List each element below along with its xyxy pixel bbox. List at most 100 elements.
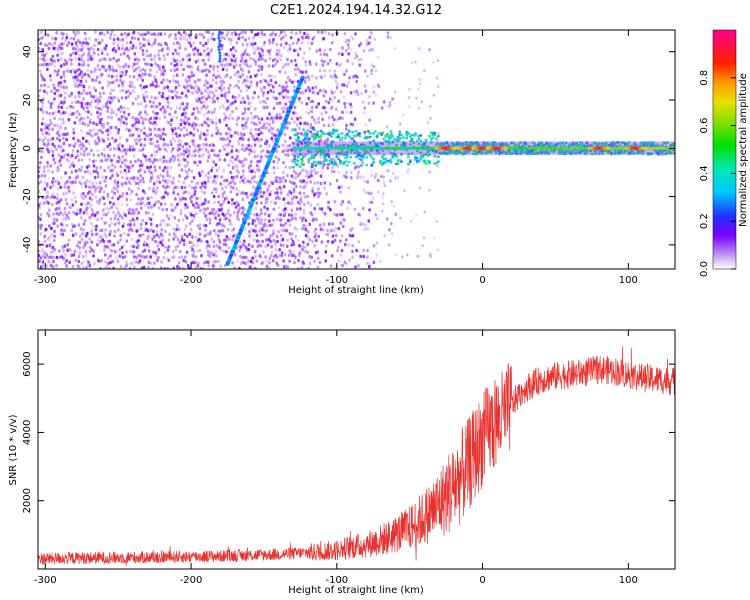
spectrogram-cell (119, 109, 122, 114)
spectrogram-cell (363, 111, 366, 115)
spectrogram-cell (56, 131, 59, 135)
spectrogram-cell (176, 264, 179, 269)
spectrogram-cell (104, 228, 107, 232)
spectrogram-cell (136, 77, 139, 82)
spectrogram-cell (119, 264, 123, 269)
spectrogram-cell (355, 75, 359, 79)
spectrogram-cell (125, 260, 128, 265)
spectrogram-cell (127, 165, 130, 169)
spectrogram-cell (142, 265, 146, 269)
spectrogram-cell (137, 65, 140, 69)
spectrogram-cell (117, 58, 120, 62)
spectrogram-cell (221, 144, 225, 149)
spectrogram-cell (214, 216, 217, 220)
spectrogram-cell (351, 62, 354, 66)
spectrogram-cell (106, 80, 110, 84)
spectrogram-cell (238, 206, 242, 211)
spectrogram-cell (214, 75, 218, 80)
spectrogram-cell (407, 167, 411, 171)
spectrogram-cell (334, 79, 338, 84)
spectrogram-cell (194, 46, 197, 51)
spectrogram-cell (54, 37, 57, 41)
spectrogram-cell (208, 118, 211, 122)
spectrogram-cell (372, 85, 375, 89)
spectrogram-cell (104, 68, 108, 72)
spectrogram-cell (400, 133, 403, 137)
spectrogram-cell (131, 208, 135, 212)
spectrogram-cell (428, 188, 431, 192)
spectrogram-cell (351, 227, 354, 231)
spectrogram-cell (265, 141, 269, 146)
spectrogram-cell (237, 70, 240, 74)
spectrogram-cell (119, 238, 122, 242)
spectrogram-cell (178, 46, 182, 50)
spectrogram-cell (299, 216, 302, 220)
spectrogram-cell (100, 159, 104, 163)
spectrogram-cell (259, 54, 262, 58)
spectrogram-cell (75, 44, 79, 48)
spectrogram-cell (359, 221, 362, 225)
spectrogram-cell (226, 227, 230, 232)
spectrogram-cell (178, 106, 182, 110)
spectrogram-cell (182, 180, 186, 185)
spectrogram-cell (139, 254, 143, 258)
spectrogram-cell (180, 185, 184, 190)
spectrogram-cell (92, 121, 95, 125)
spectrogram-cell (100, 234, 103, 239)
spectrogram-cell (202, 95, 206, 99)
spectrogram-cell (128, 74, 132, 78)
spectrogram-cell (318, 207, 321, 211)
spectrogram-cell (118, 214, 122, 218)
spectrogram-cell (205, 143, 208, 147)
spectrogram-cell (320, 171, 324, 175)
spectrogram-cell (196, 202, 200, 207)
spectrogram-cell (281, 149, 285, 154)
spectrogram-cell (115, 113, 118, 117)
spectrogram-cell (386, 217, 389, 221)
spectrogram-cell (112, 210, 115, 215)
spectrogram-cell (184, 260, 188, 264)
spectrogram-cell (317, 256, 320, 260)
spectrogram-cell (260, 261, 263, 266)
spectrogram-cell (218, 157, 222, 162)
spectrogram-cell (268, 192, 272, 196)
spectrogram-cell (323, 30, 327, 34)
spectrogram-cell (67, 211, 71, 215)
spectrogram-cell (252, 57, 255, 62)
spectrogram-cell (259, 144, 262, 148)
spectrogram-cell (128, 84, 132, 88)
spectrogram-cell (90, 229, 93, 233)
spectrogram-cell (303, 31, 306, 36)
spectrogram-cell (168, 174, 172, 179)
spectrogram-cell (81, 265, 85, 269)
spectrogram-cell (213, 200, 216, 204)
spectrogram-cell (109, 260, 112, 265)
spectrogram-cell (70, 100, 74, 105)
spectrogram-cell (202, 113, 206, 117)
spectrogram-cell (51, 62, 54, 66)
spectrogram-cell (53, 86, 56, 90)
spectrogram-cell (260, 137, 263, 142)
spectrogram-cell (248, 229, 251, 234)
spectrogram-cell (199, 185, 202, 190)
spectrogram-cell (357, 249, 360, 253)
spectrogram-cell (64, 217, 68, 221)
spectrogram-cell (133, 147, 136, 152)
spectrogram-cell (61, 223, 65, 227)
spectrogram-cell (129, 211, 132, 216)
spectrogram-cell (149, 68, 152, 72)
spectrogram-cell (224, 57, 228, 61)
spectrogram-cell (97, 238, 100, 243)
spectrogram-cell (113, 234, 116, 238)
spectrogram-cell (64, 132, 67, 137)
spectrogram-cell (275, 261, 279, 265)
spectrogram-cell (131, 228, 134, 232)
spectrogram-cell (161, 178, 165, 183)
spectrogram-cell (286, 265, 289, 269)
spectrogram-cell (117, 107, 120, 111)
spectrogram-cell (193, 192, 196, 196)
spectrogram-cell (358, 63, 362, 67)
spectrogram-cell (187, 191, 191, 195)
spectrogram-cell (79, 79, 83, 83)
spectrogram-cell (288, 232, 291, 236)
